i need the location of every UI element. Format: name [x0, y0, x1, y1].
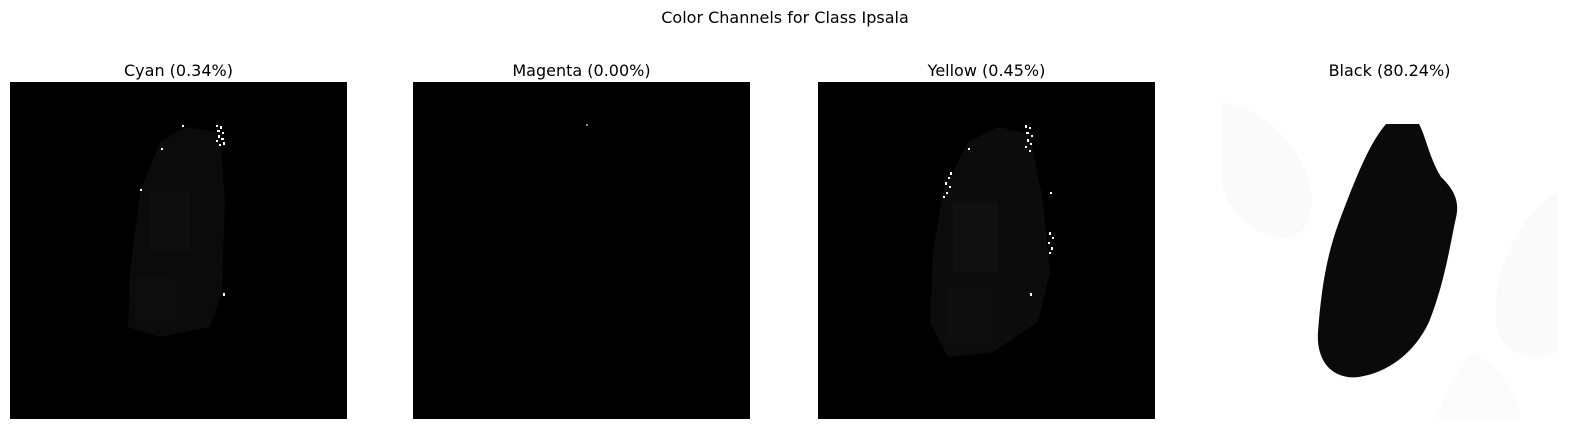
magenta-channel-image — [413, 82, 750, 419]
panel-title-cyan: Cyan (0.34%) — [124, 61, 233, 80]
panel-title-magenta: Magenta (0.00%) — [512, 61, 651, 80]
cyan-channel-image — [10, 82, 347, 419]
figure-title: Color Channels for Class Ipsala — [661, 8, 909, 27]
yellow-channel-image — [818, 82, 1155, 419]
panel-title-yellow: Yellow (0.45%) — [927, 61, 1046, 80]
black-channel-image — [1221, 82, 1558, 419]
panel-title-black: Black (80.24%) — [1328, 61, 1451, 80]
